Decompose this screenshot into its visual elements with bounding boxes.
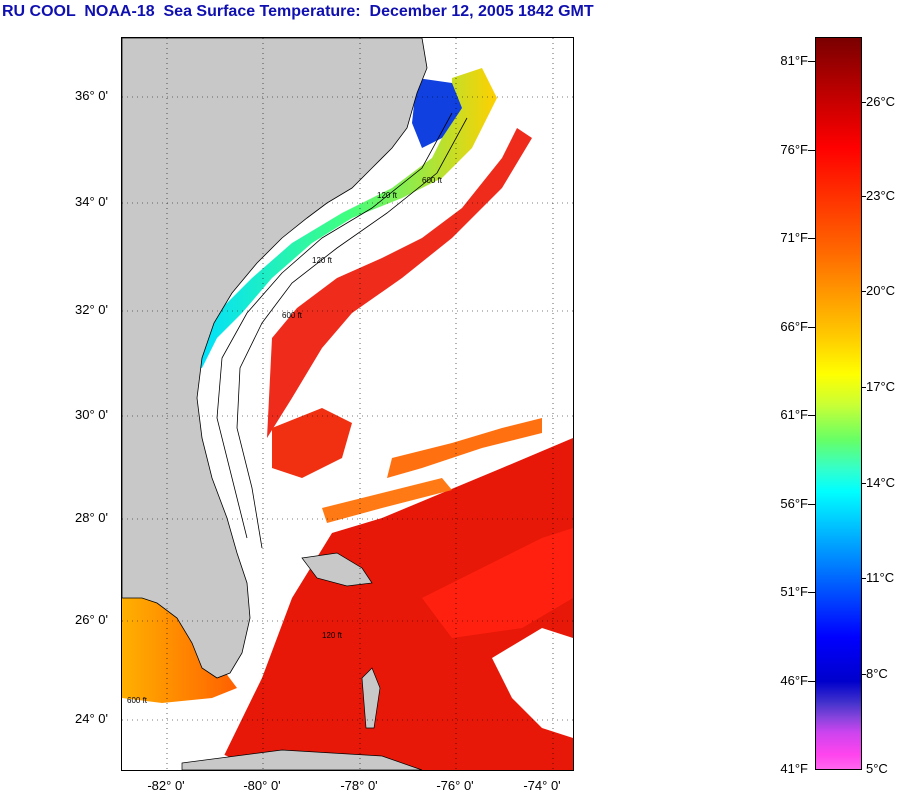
lon-label-78: -78° 0' xyxy=(340,778,378,793)
colorbar-f-76: 76°F xyxy=(780,142,808,157)
contour-label-3: 120 ft xyxy=(312,256,333,265)
colorbar-f-46: 46°F xyxy=(780,673,808,688)
colorbar-f-61: 61°F xyxy=(780,407,808,422)
graticule xyxy=(122,38,573,770)
gulf-stream-band xyxy=(267,128,532,438)
lon-label-82: -82° 0' xyxy=(147,778,185,793)
colorbar-f-71: 71°F xyxy=(780,230,808,245)
lat-label-28: 28° 0' xyxy=(75,510,108,525)
cold-coastal-band xyxy=(197,68,497,368)
colorbar-c-11: 11°C xyxy=(866,570,895,585)
warm-water-south xyxy=(217,438,573,770)
lat-label-34: 34° 0' xyxy=(75,194,108,209)
pamlico-sound xyxy=(412,78,462,148)
orange-patches xyxy=(387,418,542,478)
gulf-of-mexico-water xyxy=(122,598,237,703)
sst-map: 120 ft 600 ft 120 ft 600 ft 120 ft 600 f… xyxy=(121,37,574,771)
chart-title: RU COOL NOAA-18 Sea Surface Temperature:… xyxy=(2,3,594,20)
lon-label-74: -74° 0' xyxy=(523,778,561,793)
scattered-red xyxy=(422,528,573,638)
contour-label-6: 600 ft xyxy=(127,696,148,705)
colorbar-f-81: 81°F xyxy=(780,53,808,68)
land-mainland xyxy=(122,38,428,679)
orange-patches-2 xyxy=(322,478,452,523)
contour-label-1: 120 ft xyxy=(377,191,398,200)
contour-120ft xyxy=(216,112,453,539)
lat-label-36: 36° 0' xyxy=(75,88,108,103)
colorbar-c-26: 26°C xyxy=(866,94,896,109)
lat-label-24: 24° 0' xyxy=(75,711,108,726)
colorbar-c-17: 17°C xyxy=(866,379,896,394)
lat-label-26: 26° 0' xyxy=(75,612,108,627)
colorbar-f-51: 51°F xyxy=(780,584,808,599)
colorbar-f-66: 66°F xyxy=(780,319,808,334)
lon-label-76: -76° 0' xyxy=(436,778,474,793)
colorbar-f-56: 56°F xyxy=(780,496,808,511)
lat-label-30: 30° 0' xyxy=(75,407,108,422)
land-bahamas-2 xyxy=(361,667,381,729)
land-bahamas-1 xyxy=(301,552,373,587)
contour-label-2: 600 ft xyxy=(422,176,443,185)
cloud-gap-south xyxy=(492,628,573,738)
colorbar-f-41: 41°F xyxy=(780,761,808,776)
colorbar-c-20: 20°C xyxy=(866,283,896,298)
cloud-gap-south-2 xyxy=(122,728,232,770)
contour-label-5: 120 ft xyxy=(322,631,343,640)
colorbar-c-23: 23°C xyxy=(866,188,896,203)
contour-label-4: 600 ft xyxy=(282,311,303,320)
colorbar-c-5: 5°C xyxy=(866,761,888,776)
sst-map-graphic: 120 ft 600 ft 120 ft 600 ft 120 ft 600 f… xyxy=(122,38,573,770)
land-cuba xyxy=(181,749,423,770)
colorbar-c-14: 14°C xyxy=(866,475,896,490)
contour-600ft xyxy=(236,117,468,549)
colorbar-c-8: 8°C xyxy=(866,666,888,681)
lat-label-32: 32° 0' xyxy=(75,302,108,317)
warm-patch-mid xyxy=(272,408,352,478)
temperature-colorbar xyxy=(815,37,862,770)
lon-label-80: -80° 0' xyxy=(243,778,281,793)
